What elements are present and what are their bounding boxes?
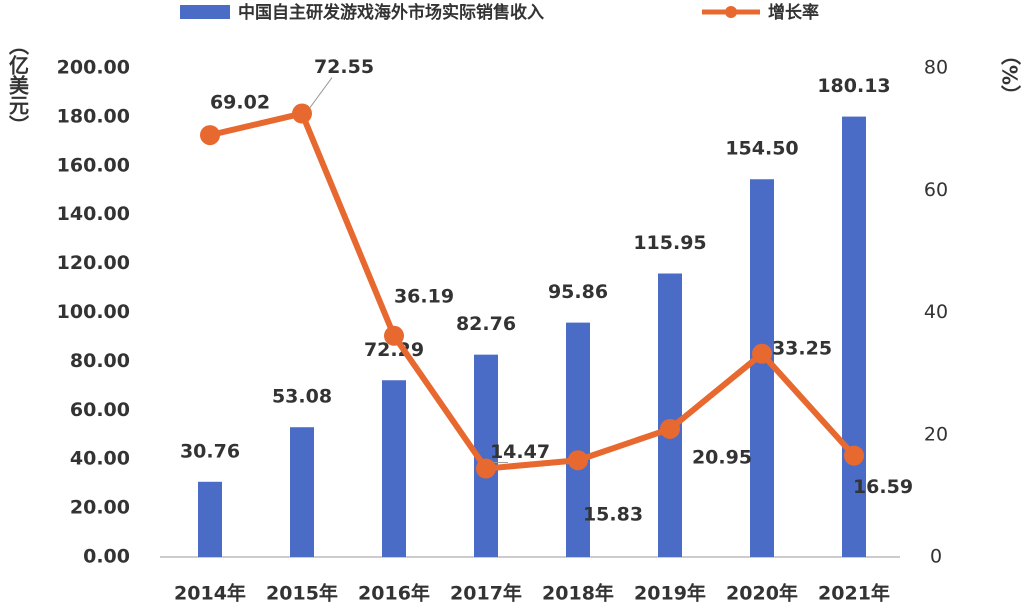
y-tick-label: 60.00 — [70, 399, 130, 421]
y-tick-label: 80.00 — [70, 350, 130, 372]
x-tick-label: 2014年 — [174, 582, 246, 605]
line-point — [660, 418, 680, 439]
line-value-label: 33.25 — [772, 337, 832, 359]
line-value-label: 20.95 — [692, 446, 752, 468]
line-value-label: 69.02 — [210, 92, 270, 114]
x-tick-label: 2018年 — [542, 582, 614, 605]
bar-value-label: 30.76 — [180, 440, 240, 462]
x-tick-label: 2020年 — [726, 582, 798, 605]
line-point — [384, 325, 404, 346]
y-tick-label: 120.00 — [57, 252, 130, 274]
y-tick-label: 0.00 — [83, 546, 130, 568]
line-value-label: 16.59 — [853, 476, 913, 498]
bar — [842, 116, 866, 557]
y2-tick-label: 0 — [930, 546, 942, 568]
y-tick-label: 100.00 — [57, 301, 130, 323]
x-tick-label: 2016年 — [358, 582, 430, 605]
line-point — [476, 458, 496, 479]
bar — [382, 380, 406, 557]
line-point — [568, 450, 588, 471]
y2-tick-label: 20 — [924, 423, 948, 445]
bar-value-label: 115.95 — [633, 232, 706, 254]
y-tick-label: 160.00 — [57, 154, 130, 176]
line-point — [752, 343, 772, 364]
x-tick-label: 2017年 — [450, 582, 522, 605]
bar-value-label: 82.76 — [456, 313, 516, 335]
line-value-label: 36.19 — [394, 285, 454, 307]
line-point — [200, 125, 220, 146]
line-value-label: 14.47 — [490, 441, 550, 463]
bar-value-label: 95.86 — [548, 281, 608, 303]
label-leader — [309, 77, 333, 108]
bar-value-label: 180.13 — [817, 75, 890, 97]
y-axis-label: （亿美元） — [6, 35, 30, 135]
y-tick-label: 180.00 — [57, 105, 130, 127]
line-value-label: 15.83 — [583, 504, 643, 526]
y-tick-label: 40.00 — [70, 448, 130, 470]
x-tick-label: 2015年 — [266, 582, 338, 605]
y2-tick-label: 60 — [924, 179, 948, 201]
line-value-label: 72.55 — [314, 56, 374, 78]
line — [209, 110, 857, 472]
bar — [198, 481, 222, 557]
bar-value-label: 53.08 — [272, 386, 332, 408]
x-tick-label: 2019年 — [634, 582, 706, 605]
bar — [566, 322, 590, 557]
legend-swatch — [725, 6, 737, 18]
y-tick-label: 200.00 — [57, 57, 130, 79]
bar — [750, 179, 774, 557]
bar-value-label: 154.50 — [725, 138, 798, 160]
bar — [290, 427, 314, 557]
y2-tick-label: 80 — [924, 57, 948, 79]
legend-label: 中国自主研发游戏海外市场实际销售收入 — [238, 2, 544, 23]
bar — [658, 273, 682, 557]
legend-swatch — [180, 5, 230, 19]
y-tick-label: 140.00 — [57, 203, 130, 225]
x-tick-label: 2021年 — [818, 582, 890, 605]
y-tick-label: 20.00 — [70, 497, 130, 519]
y2-axis-label: （%） — [998, 45, 1022, 105]
line-point — [292, 103, 312, 124]
y2-tick-label: 40 — [924, 301, 948, 323]
legend-label: 增长率 — [768, 2, 819, 23]
line-point — [844, 445, 864, 466]
